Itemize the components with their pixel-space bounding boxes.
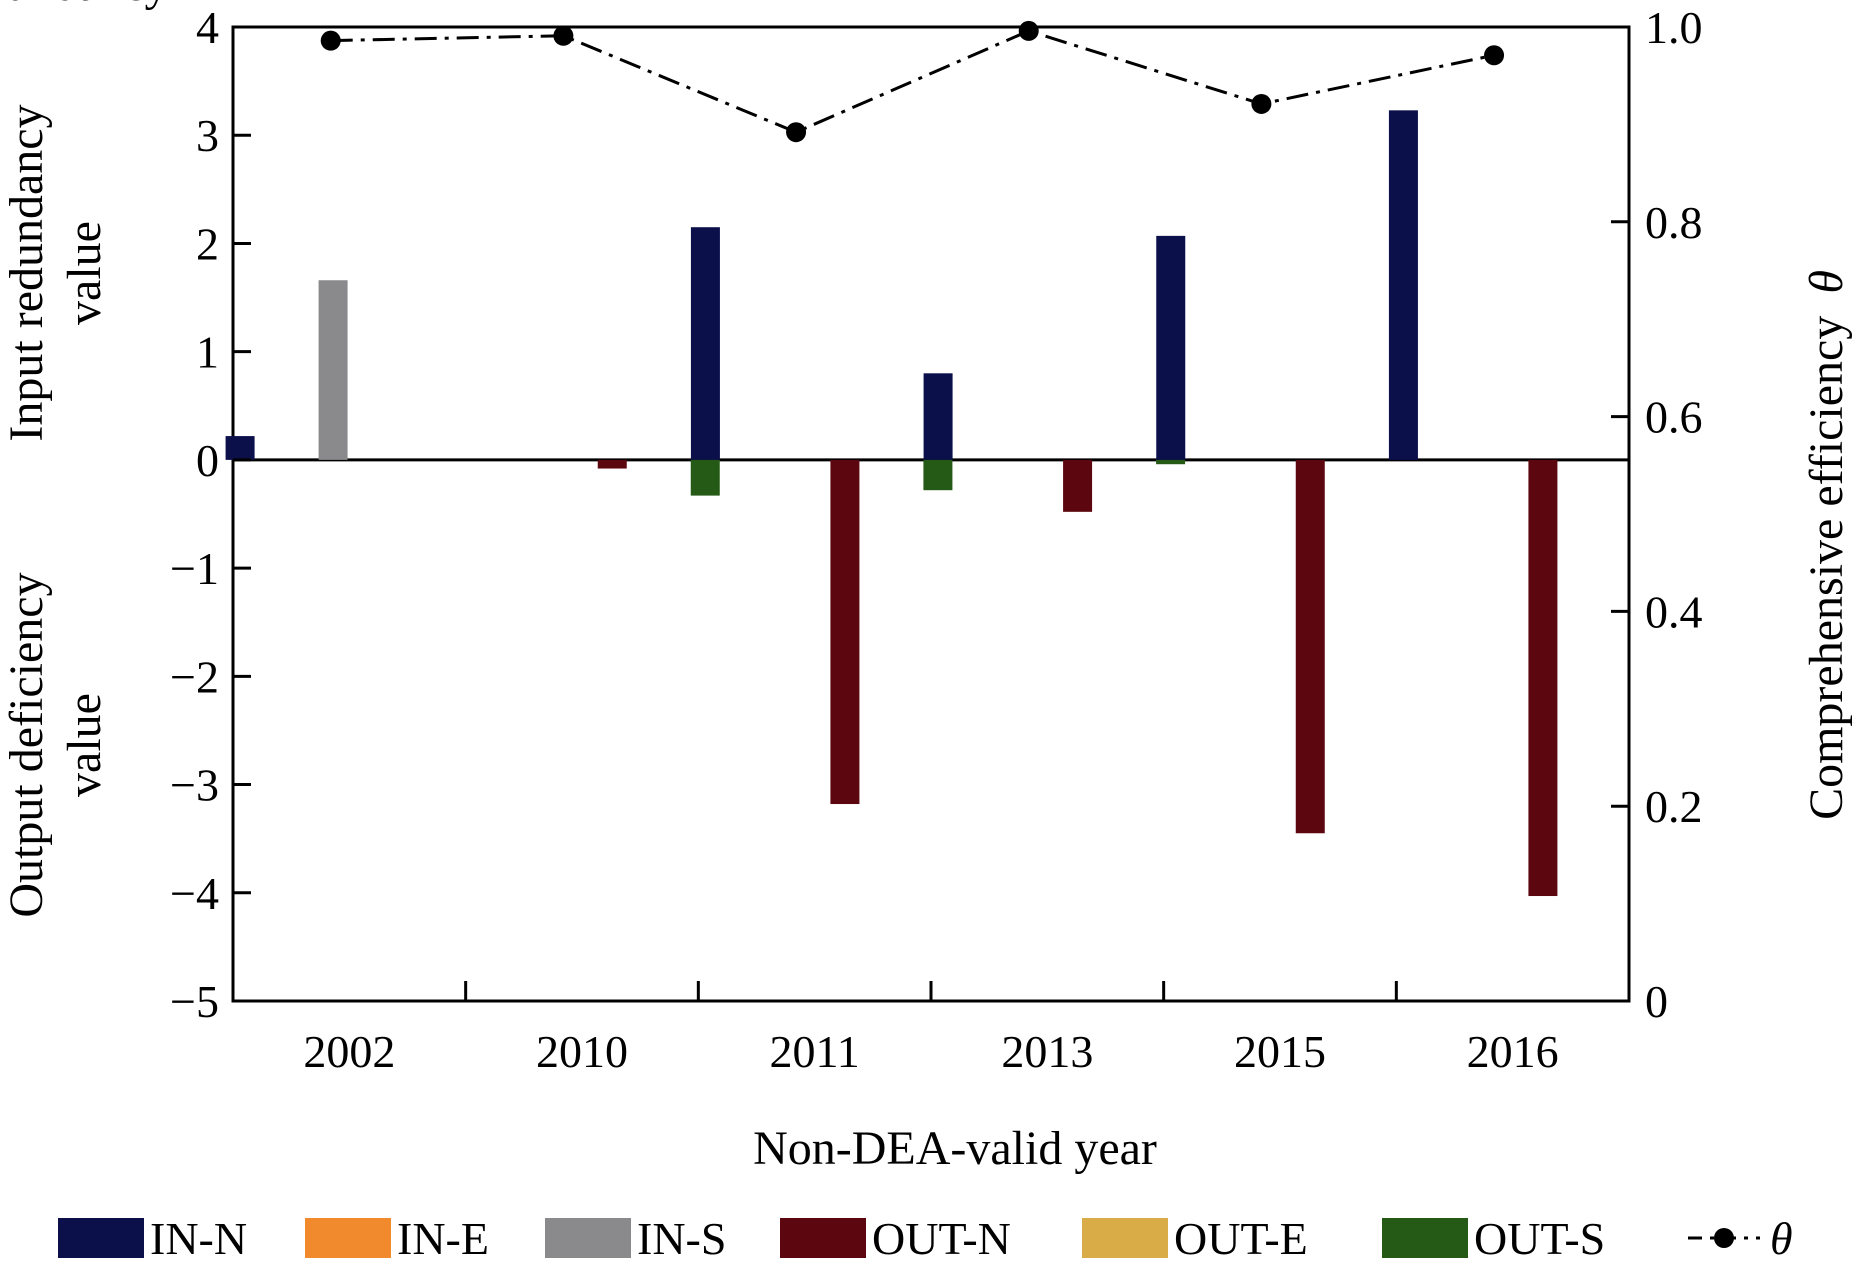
legend-label-out-n: OUT-N bbox=[872, 1213, 1011, 1264]
theta-point-2016 bbox=[1484, 45, 1505, 66]
left-axis-title-bottom-line1-text: Output deficiency bbox=[0, 572, 53, 917]
legend: IN-N IN-E IN-S OUT-N OUT-E OUT-S θ bbox=[58, 1213, 1793, 1264]
theta-line bbox=[330, 29, 1495, 134]
left-tick-label: −3 bbox=[170, 760, 219, 811]
right-tick-label: 0.4 bbox=[1645, 586, 1703, 637]
bar-in-n-2015 bbox=[1156, 235, 1186, 460]
right-axis-title-symbol: θ bbox=[1800, 270, 1852, 294]
theta-point-2013 bbox=[1018, 20, 1039, 41]
left-tick-label: −4 bbox=[170, 868, 219, 919]
right-axis-title: Comprehensive efficiency θ bbox=[1800, 270, 1852, 820]
theta-line-series bbox=[320, 20, 1505, 143]
bar-in-s-2002 bbox=[318, 280, 348, 460]
legend-label-in-e: IN-E bbox=[397, 1213, 489, 1264]
x-tick-label-2016: 2016 bbox=[1467, 1026, 1559, 1077]
theta-point-2010 bbox=[553, 25, 574, 46]
bars bbox=[225, 110, 1558, 897]
legend-theta-marker bbox=[1714, 1228, 1734, 1248]
bar-in-n-2002 bbox=[225, 436, 255, 460]
bar-out-n-2011 bbox=[830, 459, 860, 805]
x-axis-title: Non-DEA-valid year bbox=[753, 1122, 1157, 1175]
right-tick-label: 1.0 bbox=[1645, 2, 1703, 53]
x-tick-label-2002: 2002 bbox=[303, 1026, 395, 1077]
bar-out-n-2013 bbox=[1063, 459, 1093, 512]
right-axis-title-text: Comprehensive efficiency bbox=[1800, 316, 1852, 820]
left-axis-title-top: Input redundancy bbox=[0, 0, 169, 11]
legend-swatch-in-s bbox=[545, 1218, 631, 1258]
bar-out-n-2016 bbox=[1528, 459, 1558, 897]
theta-point-2015 bbox=[1251, 93, 1272, 114]
left-axis-title-top-line1-text: Input redundancy bbox=[0, 104, 53, 441]
bar-out-s-2013 bbox=[1156, 459, 1186, 465]
left-axis-title-bottom-line2-text: value bbox=[58, 693, 111, 797]
legend-swatch-in-e bbox=[305, 1218, 391, 1258]
legend-swatch-out-s bbox=[1382, 1218, 1468, 1258]
legend-label-out-e: OUT-E bbox=[1174, 1213, 1308, 1264]
legend-swatch-out-n bbox=[780, 1218, 866, 1258]
left-tick-label: −2 bbox=[170, 651, 219, 702]
left-tick-label: 2 bbox=[196, 218, 219, 269]
left-tick-label: −1 bbox=[170, 543, 219, 594]
left-axis-title-top-line2-text: value bbox=[58, 221, 111, 325]
legend-label-out-s: OUT-S bbox=[1474, 1213, 1605, 1264]
bar-out-n-2010 bbox=[597, 459, 627, 469]
bar-in-n-2016 bbox=[1388, 110, 1418, 460]
legend-label-in-s: IN-S bbox=[637, 1213, 726, 1264]
bar-out-n-2015 bbox=[1295, 459, 1325, 834]
left-tick-label: 3 bbox=[196, 110, 219, 161]
bar-in-n-2011 bbox=[690, 227, 720, 460]
theta-point-2002 bbox=[320, 30, 341, 51]
right-tick-label: 0.2 bbox=[1645, 781, 1703, 832]
legend-swatch-in-n bbox=[58, 1218, 144, 1258]
axes: −5 −4 −3 −2 −1 0 1 2 3 4 0 0.2 0.4 0.6 0.8 1.0 2002 2010 2… bbox=[170, 2, 1702, 1077]
bar-in-n-2013 bbox=[923, 373, 953, 460]
bar-out-s-2010 bbox=[690, 459, 720, 496]
bar-out-s-2011 bbox=[923, 459, 953, 491]
plot-frame bbox=[231, 25, 1631, 1003]
legend-label-in-n: IN-N bbox=[150, 1213, 247, 1264]
legend-label-theta: θ bbox=[1770, 1213, 1793, 1264]
left-tick-label: 1 bbox=[196, 327, 219, 378]
right-tick-label: 0.8 bbox=[1645, 197, 1703, 248]
x-tick-label-2011: 2011 bbox=[770, 1026, 860, 1077]
x-tick-label-2010: 2010 bbox=[536, 1026, 628, 1077]
left-tick-label: 0 bbox=[196, 435, 219, 486]
left-tick-label: 4 bbox=[196, 2, 219, 53]
left-tick-label: −5 bbox=[170, 976, 219, 1027]
right-tick-label: 0.6 bbox=[1645, 392, 1703, 443]
x-tick-label-2015: 2015 bbox=[1234, 1026, 1326, 1077]
x-tick-label-2013: 2013 bbox=[1001, 1026, 1093, 1077]
legend-swatch-out-e bbox=[1082, 1218, 1168, 1258]
theta-point-2011 bbox=[786, 122, 807, 143]
left-axis-title-top-line1: Input redundancy bbox=[0, 0, 169, 11]
right-tick-label: 0 bbox=[1645, 976, 1668, 1027]
